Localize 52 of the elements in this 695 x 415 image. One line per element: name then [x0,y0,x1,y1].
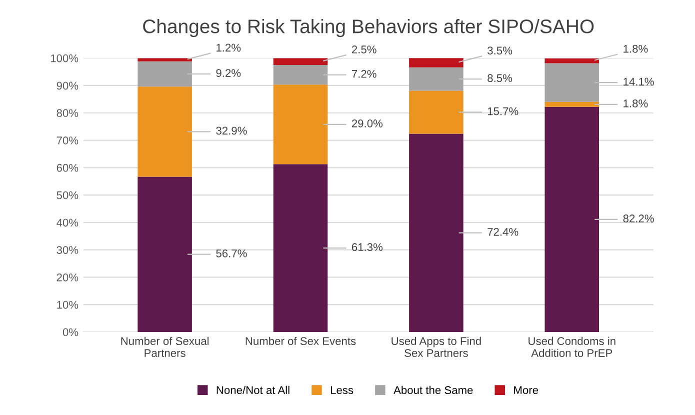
bar [409,67,464,91]
bar [544,63,600,102]
legend-label: More [514,386,538,394]
data-label: 15.7% [488,107,518,116]
bar [138,176,192,332]
y-tick-label: 0% [62,328,78,336]
y-tick-label: 40% [56,218,78,227]
data-label: 14.1% [624,78,654,86]
y-tick-label: 70% [56,136,78,144]
bar [273,58,328,65]
data-label: 2.5% [352,46,376,54]
x-tick-label: Number of Sexual Partners [121,336,209,357]
y-tick-label: 50% [56,191,78,200]
data-label: 1.8% [624,44,648,53]
y-tick-label: 80% [56,109,78,118]
bar [409,58,464,68]
y-tick-label: 10% [57,300,78,309]
bar [544,106,600,332]
bar [138,61,192,87]
data-label: 72.4% [488,228,518,236]
bar [409,134,464,332]
bar [273,84,328,164]
bar [409,90,464,134]
data-label: 1.8% [624,100,648,108]
bar [138,58,192,62]
x-tick-label: Used Apps to Find Sex Partners [392,336,481,357]
x-tick-label: Used Condoms in Addition to PrEP [528,336,616,357]
bar [544,102,600,107]
data-label: 29.0% [352,120,383,128]
legend-label: None/Not at All [216,386,290,394]
y-tick-label: 90% [56,82,78,90]
bar [544,58,600,64]
data-label: 7.2% [352,70,376,78]
y-tick-label: 30% [56,246,78,254]
data-label: 1.2% [216,44,241,52]
bar [138,86,192,177]
data-label: 9.2% [216,69,241,77]
y-tick-label: 60% [56,164,78,172]
y-tick-label: 100% [50,54,78,62]
data-label: 3.5% [488,46,512,54]
data-label: 32.9% [216,126,247,135]
bar [273,64,328,85]
chart-title: Changes to Risk Taking Behaviors after SIPO/SAHO [143,19,594,38]
data-label: 82.2% [623,214,654,222]
legend-label: About the Same [394,386,473,394]
x-tick-label: Number of Sex Events [246,336,356,346]
data-label: 8.5% [488,74,512,82]
legend-label: Less [330,386,354,394]
data-label: 56.7% [216,249,247,258]
y-tick-label: 20% [56,273,78,282]
data-label: 61.3% [352,243,383,252]
bar [273,164,328,332]
